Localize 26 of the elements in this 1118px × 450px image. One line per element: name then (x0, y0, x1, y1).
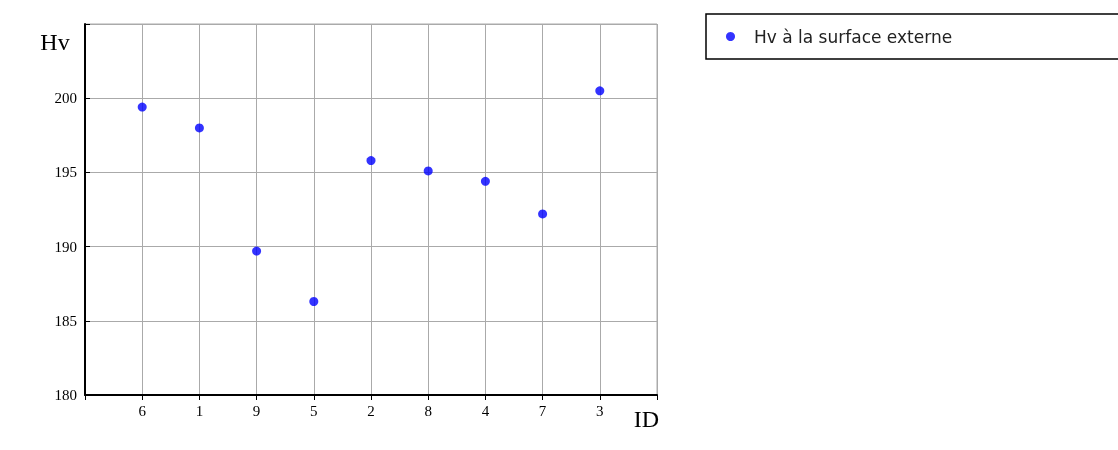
x-tick-label: 1 (195, 402, 204, 419)
x-tick-label: 4 (481, 402, 490, 419)
y-tick-label: 180 (54, 387, 77, 403)
y-axis-title: Hv (40, 29, 70, 55)
y-tick-label: 185 (54, 312, 77, 329)
x-tick-label: 8 (424, 402, 432, 419)
point (423, 166, 433, 176)
point (480, 176, 490, 186)
x-tick-label: 9 (252, 402, 261, 419)
point (538, 209, 548, 219)
x-tick-label: 2 (367, 402, 375, 419)
x-tick-label: 6 (138, 402, 147, 419)
x-tick-label: 3 (596, 402, 604, 419)
x-tick-label: 7 (538, 402, 547, 419)
point (366, 156, 376, 166)
point (309, 297, 319, 307)
point (252, 246, 262, 256)
point (137, 102, 147, 112)
y-tick-label: 200 (54, 90, 77, 107)
y-tick-label: 190 (54, 238, 77, 255)
x-tick-label: 5 (310, 402, 318, 419)
legend-label: Hv à la surface externe (754, 26, 953, 47)
point (194, 123, 204, 133)
point (595, 86, 605, 96)
y-tick-label: 195 (54, 164, 77, 181)
x-axis-title: ID (633, 406, 659, 432)
